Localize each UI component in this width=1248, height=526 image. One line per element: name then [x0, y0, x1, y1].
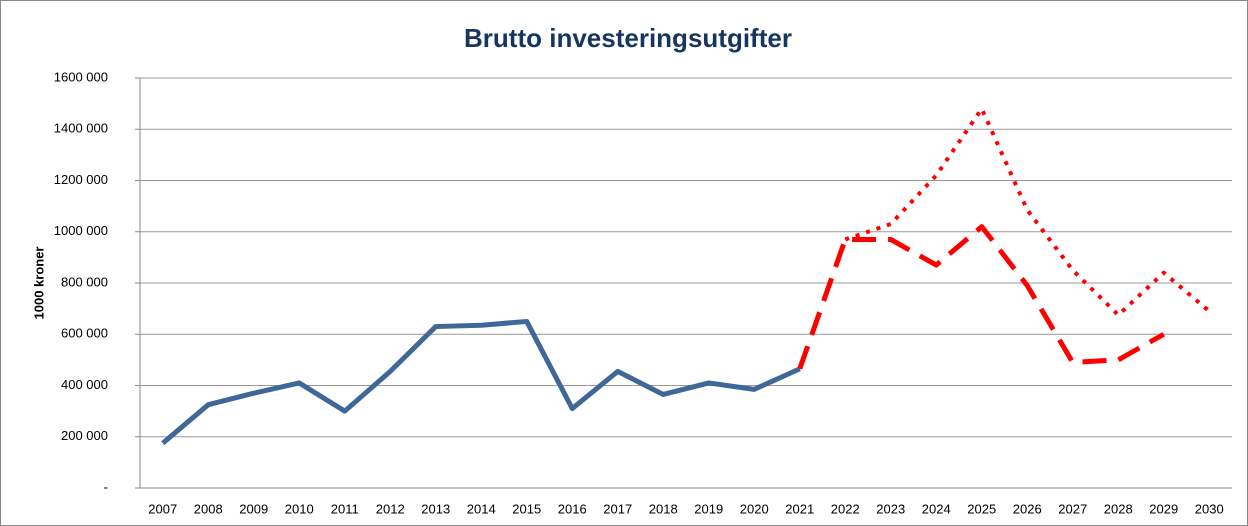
y-tick-label: 400 000	[61, 377, 108, 392]
x-tick-label: 2013	[421, 501, 450, 516]
x-tick-label: 2025	[967, 501, 996, 516]
y-tick-label: 1200 000	[54, 172, 108, 187]
x-tick-label: 2015	[512, 501, 541, 516]
x-tick-label: 2008	[194, 501, 223, 516]
line-series	[161, 318, 801, 446]
x-tick-label: 2024	[922, 501, 951, 516]
y-tick-label: -	[104, 479, 108, 494]
x-tick-label: 2027	[1058, 501, 1087, 516]
y-tick-label: 1600 000	[54, 69, 108, 84]
x-tick-label: 2022	[831, 501, 860, 516]
x-tick-label: 2009	[239, 501, 268, 516]
x-tick-label: 2026	[1013, 501, 1042, 516]
y-axis-label: 1000 kroner	[31, 247, 46, 320]
line-series	[844, 106, 1211, 318]
y-tick-label: 600 000	[61, 326, 108, 341]
x-tick-label: 2016	[558, 501, 587, 516]
x-tick-label: 2018	[649, 501, 678, 516]
x-tick-label: 2020	[740, 501, 769, 516]
line-series	[797, 224, 1165, 370]
x-tick-label: 2019	[694, 501, 723, 516]
x-tick-label: 2030	[1195, 501, 1224, 516]
chart-title: Brutto investeringsutgifter	[464, 23, 792, 53]
y-tick-label: 200 000	[61, 428, 108, 443]
x-tick-label: 2029	[1149, 501, 1178, 516]
x-tick-label: 2010	[285, 501, 314, 516]
x-tick-label: 2011	[331, 501, 359, 516]
x-tick-label: 2007	[148, 501, 177, 516]
x-tick-label: 2017	[603, 501, 632, 516]
x-tick-label: 2028	[1104, 501, 1133, 516]
x-tick-label: 2012	[376, 501, 405, 516]
x-tick-label: 2021	[785, 501, 814, 516]
y-tick-label: 800 000	[61, 274, 108, 289]
y-tick-label: 1000 000	[54, 223, 108, 238]
x-tick-label: 2023	[876, 501, 905, 516]
x-tick-label: 2014	[467, 501, 496, 516]
y-tick-label: 1400 000	[54, 121, 108, 136]
